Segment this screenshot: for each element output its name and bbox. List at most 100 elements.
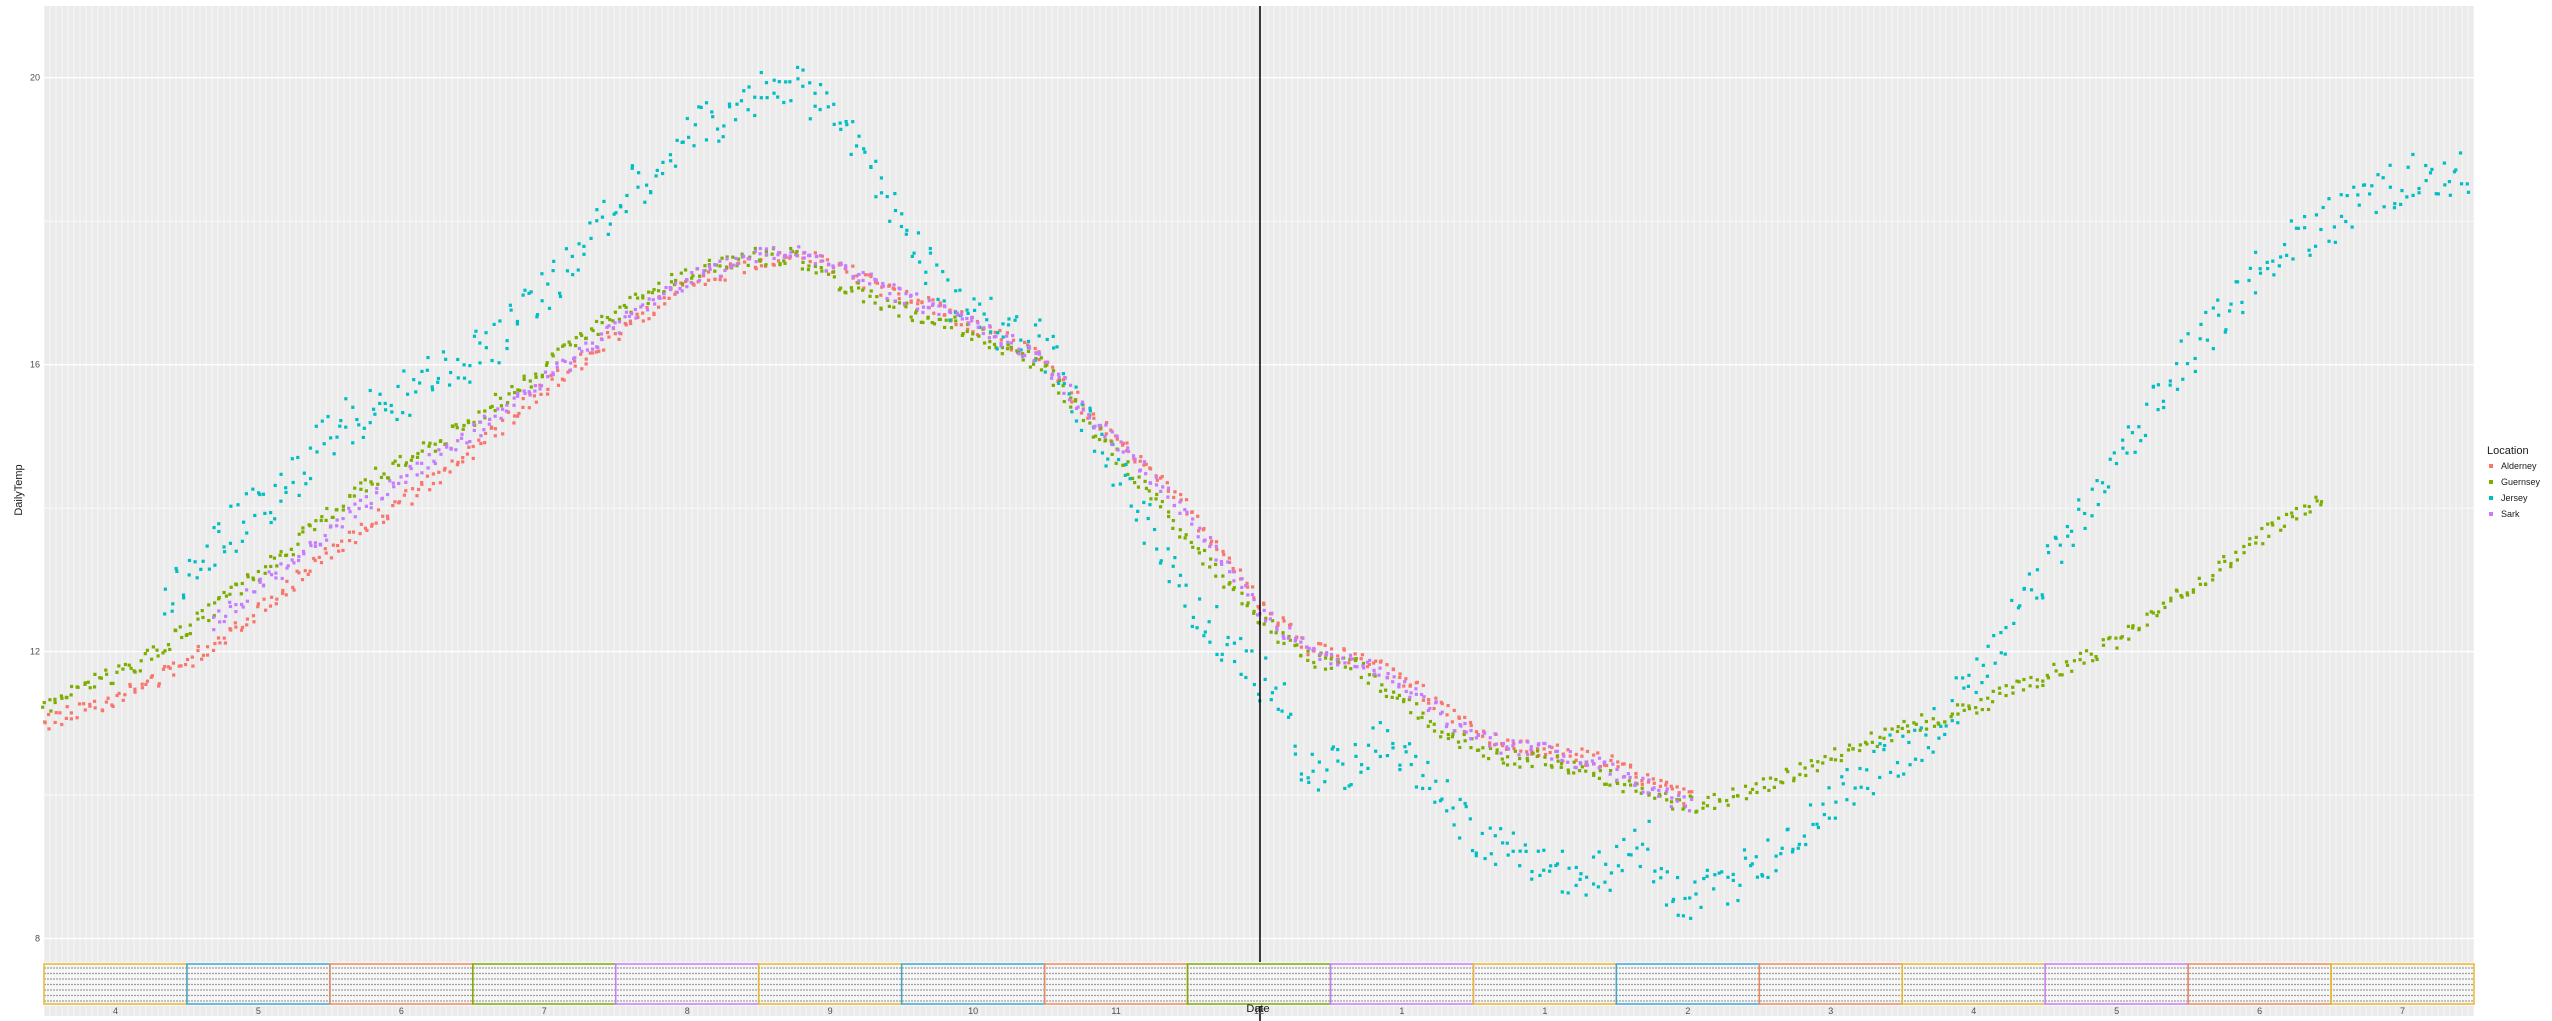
data-point xyxy=(1365,664,1370,669)
data-point xyxy=(1568,754,1572,758)
data-point xyxy=(493,434,497,438)
data-point xyxy=(2193,369,2197,374)
data-point xyxy=(2271,523,2275,527)
data-point xyxy=(1962,686,1966,690)
data-point xyxy=(617,317,622,321)
data-point xyxy=(528,379,532,383)
data-point xyxy=(1671,897,1676,902)
data-point xyxy=(1853,786,1857,790)
data-point xyxy=(2108,457,2112,461)
data-point xyxy=(1791,847,1795,851)
data-point xyxy=(1104,423,1108,427)
data-point xyxy=(482,428,486,432)
data-point xyxy=(1005,331,1009,335)
data-point xyxy=(2424,179,2428,183)
data-point xyxy=(788,80,792,84)
data-point xyxy=(916,307,920,311)
data-point xyxy=(577,346,582,351)
data-point xyxy=(1754,855,1758,859)
data-point xyxy=(1653,869,1657,873)
data-point xyxy=(1404,689,1408,694)
data-point xyxy=(1404,750,1408,754)
data-point xyxy=(1640,779,1644,783)
data-point xyxy=(60,722,64,727)
data-point xyxy=(1585,875,1589,879)
data-point xyxy=(1183,508,1187,512)
data-point xyxy=(1366,766,1370,771)
data-point xyxy=(240,602,244,607)
data-point xyxy=(1239,672,1243,676)
data-point xyxy=(454,448,458,452)
data-point xyxy=(2424,163,2428,168)
data-point xyxy=(1166,489,1170,493)
data-point xyxy=(1347,661,1351,665)
data-point xyxy=(1445,809,1449,813)
data-point xyxy=(611,319,615,323)
data-point xyxy=(1214,540,1219,544)
data-point xyxy=(471,444,475,449)
data-point xyxy=(2235,558,2239,562)
data-point xyxy=(885,195,889,199)
data-point xyxy=(1810,764,1815,768)
data-point xyxy=(1950,719,1954,723)
data-point xyxy=(365,528,369,532)
data-point xyxy=(359,522,363,526)
data-point xyxy=(758,246,762,251)
data-point xyxy=(1932,724,1937,728)
data-point xyxy=(928,251,933,255)
data-point xyxy=(1189,540,1193,545)
data-point xyxy=(228,627,232,631)
data-point xyxy=(1343,665,1347,669)
data-point xyxy=(1132,480,1137,485)
data-point xyxy=(1013,318,1017,322)
data-point xyxy=(376,482,380,486)
data-point xyxy=(1354,658,1358,663)
data-point xyxy=(1034,351,1038,356)
data-point xyxy=(1605,763,1609,768)
data-point xyxy=(1087,413,1091,417)
data-point xyxy=(1513,762,1517,766)
data-point xyxy=(1134,518,1139,522)
data-point xyxy=(1840,775,1844,779)
data-point xyxy=(1488,746,1493,751)
data-point xyxy=(1450,720,1454,724)
data-point xyxy=(914,311,918,315)
data-point xyxy=(1811,822,1815,827)
data-point xyxy=(505,339,509,343)
data-point xyxy=(1577,769,1582,773)
data-point xyxy=(1274,686,1278,690)
data-point xyxy=(2267,534,2271,538)
data-point xyxy=(1628,775,1632,780)
data-point xyxy=(1474,851,1478,855)
data-point xyxy=(1299,640,1303,644)
data-point xyxy=(362,426,366,430)
data-point xyxy=(1610,754,1614,758)
data-point xyxy=(483,409,487,413)
data-point xyxy=(1671,807,1675,811)
data-point xyxy=(987,346,991,350)
data-point xyxy=(669,159,673,163)
data-point xyxy=(1939,724,1943,728)
data-point xyxy=(1651,777,1655,781)
data-point xyxy=(1470,848,1475,853)
data-point xyxy=(205,653,210,657)
data-point xyxy=(492,322,496,327)
data-point xyxy=(1062,378,1066,382)
data-point xyxy=(1535,754,1539,759)
data-point xyxy=(533,384,537,388)
data-point xyxy=(1974,706,1978,710)
data-point xyxy=(348,494,352,498)
data-point xyxy=(1203,630,1207,634)
data-point xyxy=(1100,451,1105,455)
data-point xyxy=(1270,611,1274,615)
data-point xyxy=(976,325,980,329)
data-point xyxy=(778,262,782,266)
data-point xyxy=(862,286,866,290)
data-point xyxy=(788,254,792,258)
data-point xyxy=(1967,707,1972,711)
data-point xyxy=(1330,747,1334,751)
data-point xyxy=(1566,891,1570,895)
data-point xyxy=(1190,522,1194,526)
data-point xyxy=(1385,675,1389,680)
data-point xyxy=(533,389,537,393)
